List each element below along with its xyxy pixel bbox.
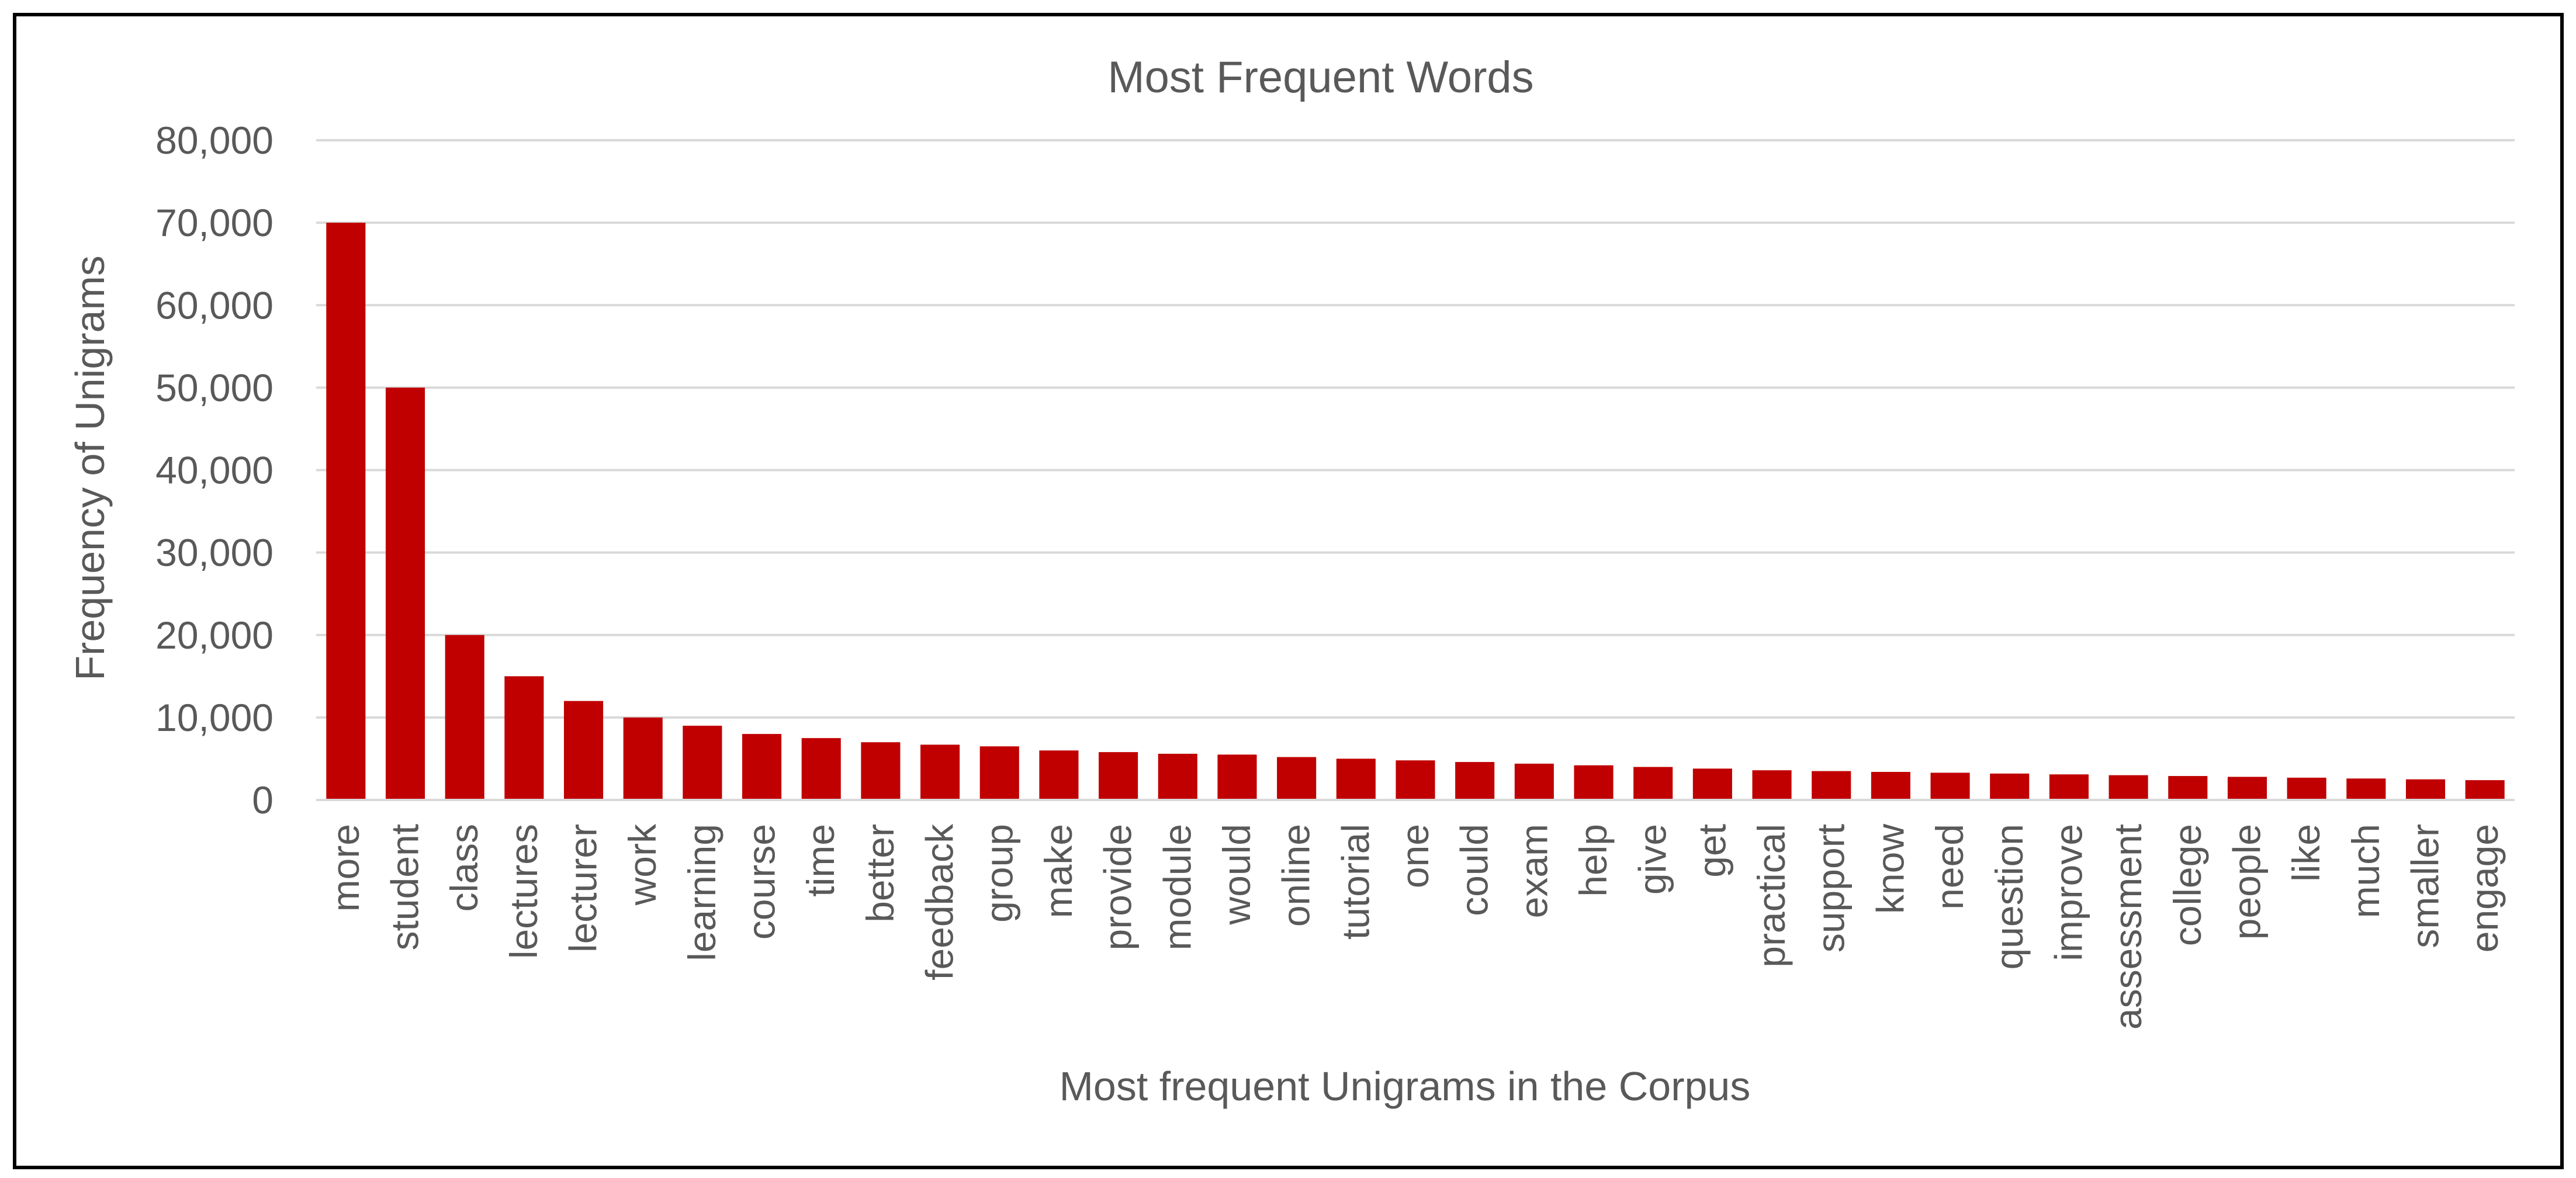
- x-tick-label: course: [740, 824, 783, 940]
- bar-lectures: [504, 676, 544, 800]
- bar-one: [1396, 760, 1435, 800]
- bar-know: [1871, 772, 1910, 800]
- x-tick-label: more: [324, 824, 367, 912]
- x-tick-label: assessment: [2106, 824, 2149, 1030]
- y-axis-ticks: 0 10,000 20,000 30,000 40,000 50,000 60,000 70,…: [155, 119, 273, 822]
- y-tick-label: 70,000: [155, 201, 273, 244]
- y-tick-label: 50,000: [155, 366, 273, 409]
- x-tick-label: time: [799, 824, 842, 897]
- x-tick-label: engage: [2463, 824, 2506, 952]
- bar-give: [1633, 767, 1673, 800]
- bar-assessment: [2108, 775, 2148, 800]
- x-axis-ticks: more student class lectures lecturer work lear…: [324, 823, 2506, 1030]
- y-tick-label: 0: [252, 778, 273, 822]
- bar-lecturer: [563, 701, 604, 800]
- x-tick-label: people: [2225, 824, 2268, 940]
- bar-much: [2346, 778, 2386, 800]
- y-tick-label: 60,000: [155, 283, 273, 327]
- bar-practical: [1752, 770, 1792, 800]
- x-tick-label: like: [2284, 824, 2328, 882]
- x-tick-label: know: [1868, 824, 1912, 914]
- bar-group: [979, 746, 1019, 800]
- bar-exam: [1514, 763, 1554, 800]
- x-tick-label: practical: [1750, 824, 1793, 968]
- x-tick-label: much: [2344, 824, 2387, 918]
- bar-smaller: [2405, 779, 2446, 800]
- bar-could: [1455, 762, 1495, 800]
- x-tick-label: learning: [680, 824, 723, 961]
- bar-feedback: [920, 744, 960, 800]
- x-tick-label: could: [1453, 824, 1496, 916]
- x-tick-label: class: [442, 824, 486, 912]
- bar-people: [2227, 777, 2267, 800]
- bar-engage: [2465, 780, 2505, 800]
- chart-title: Most Frequent Words: [1107, 53, 1533, 102]
- bar-class: [445, 635, 484, 800]
- bar-student: [385, 387, 425, 800]
- bar-course: [742, 734, 782, 800]
- x-tick-label: student: [383, 824, 427, 951]
- bar-online: [1277, 757, 1317, 800]
- x-tick-label: tutorial: [1334, 824, 1377, 940]
- y-tick-label: 80,000: [155, 119, 273, 162]
- bar-support: [1812, 771, 1851, 800]
- bar-work: [623, 717, 663, 800]
- bar-better: [861, 742, 901, 800]
- y-tick-label: 10,000: [155, 696, 273, 739]
- bar-learning: [683, 725, 722, 800]
- gridlines: [316, 139, 2515, 719]
- x-tick-label: get: [1690, 824, 1733, 878]
- x-tick-label: give: [1631, 824, 1674, 895]
- x-tick-label: group: [977, 824, 1020, 923]
- x-tick-label: lectures: [502, 824, 545, 959]
- x-tick-label: make: [1037, 824, 1080, 918]
- bar-provide: [1099, 752, 1138, 800]
- bar-like: [2287, 777, 2326, 800]
- bar-college: [2168, 776, 2208, 800]
- bar-tutorial: [1336, 758, 1376, 800]
- bar-improve: [2049, 774, 2089, 800]
- bar-make: [1039, 750, 1079, 800]
- y-axis-title: Frequency of Unigrams: [67, 255, 113, 681]
- x-tick-label: would: [1215, 824, 1258, 925]
- x-tick-label: college: [2166, 824, 2209, 946]
- x-tick-label: help: [1571, 824, 1615, 897]
- bar-question: [1990, 773, 2030, 800]
- x-tick-label: provide: [1096, 824, 1140, 950]
- bar-time: [801, 738, 841, 800]
- x-tick-label: online: [1275, 824, 1318, 927]
- x-tick-label: one: [1393, 824, 1436, 888]
- bars: [326, 223, 2505, 800]
- x-tick-label: module: [1155, 824, 1199, 950]
- x-tick-label: work: [621, 823, 664, 906]
- x-tick-label: need: [1928, 824, 1971, 910]
- bar-help: [1574, 765, 1614, 800]
- chart-frame: Most Frequent Words 0 10,000 20,000 30,000 4…: [13, 13, 2564, 1169]
- bar-get: [1692, 768, 1732, 800]
- x-axis-title: Most frequent Unigrams in the Corpus: [1060, 1063, 1751, 1109]
- x-tick-label: lecturer: [562, 824, 605, 952]
- bar-module: [1158, 753, 1197, 800]
- y-tick-label: 20,000: [155, 614, 273, 657]
- x-tick-label: better: [858, 824, 902, 923]
- y-tick-label: 40,000: [155, 449, 273, 492]
- x-tick-label: question: [1988, 824, 2031, 970]
- chart-svg: Most Frequent Words 0 10,000 20,000 30,000 4…: [67, 53, 2515, 1109]
- x-tick-label: exam: [1512, 824, 1555, 918]
- x-tick-label: support: [1809, 824, 1853, 952]
- x-tick-label: improve: [2047, 824, 2090, 961]
- x-tick-label: feedback: [918, 823, 961, 980]
- bar-more: [326, 223, 366, 800]
- x-tick-label: smaller: [2403, 824, 2446, 948]
- y-tick-label: 30,000: [155, 531, 273, 574]
- bar-would: [1217, 754, 1257, 800]
- bar-need: [1930, 772, 1970, 800]
